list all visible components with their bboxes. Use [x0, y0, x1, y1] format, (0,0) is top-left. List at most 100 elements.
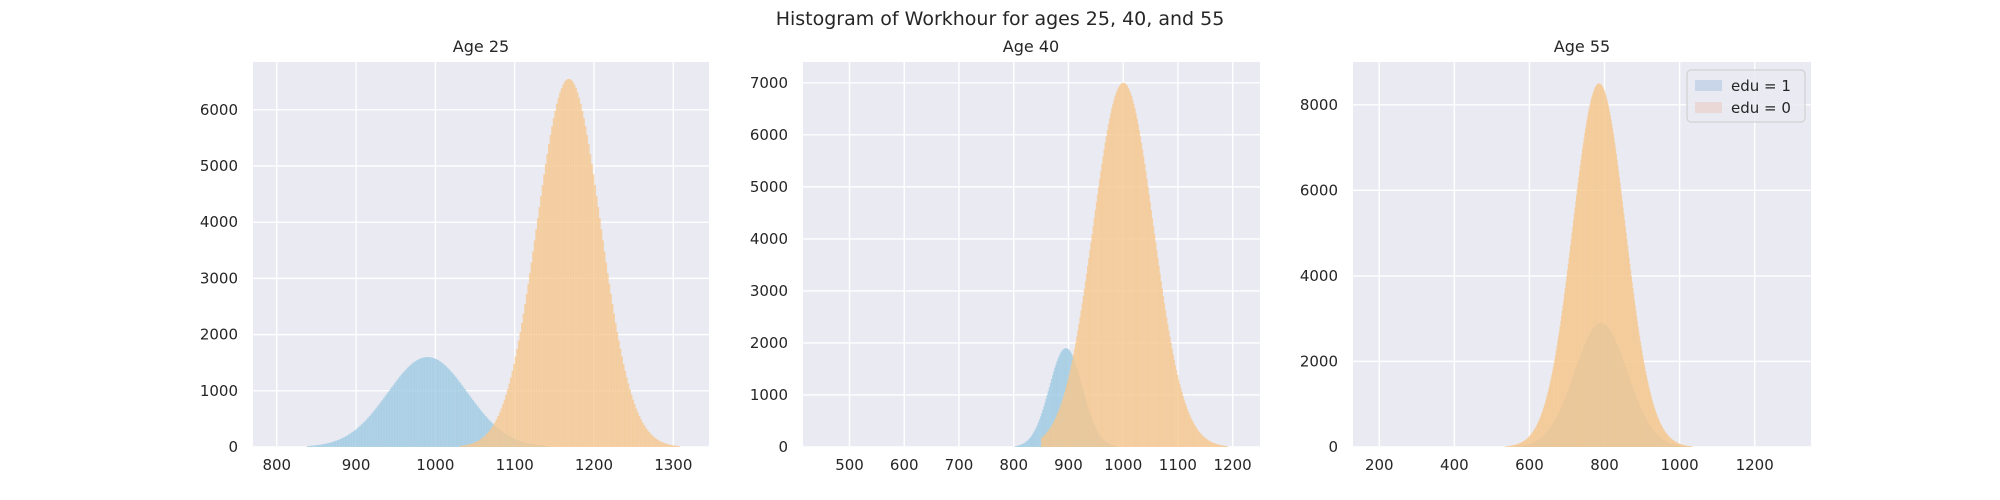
histogram-bar: [1019, 445, 1021, 447]
histogram-bar: [368, 416, 371, 447]
histogram-bar: [1606, 100, 1608, 447]
histogram-bar: [356, 428, 359, 447]
histogram-bar: [1564, 287, 1566, 447]
histogram-bar: [571, 81, 574, 447]
histogram-bar: [1174, 365, 1177, 447]
histogram-bar: [1091, 234, 1093, 447]
histogram-bar: [1044, 402, 1046, 447]
panel-plot-area: 800 900 1000 1100 1200 1300 0 1000 2000 3000 4000 5…: [200, 62, 709, 474]
histogram-bar: [343, 437, 346, 447]
histogram-bar: [1559, 326, 1561, 447]
histogram-bar: [1023, 443, 1026, 447]
x-tick-label: 1000: [416, 456, 454, 474]
x-tick-label: 600: [890, 456, 919, 474]
histogram-bar: [1067, 379, 1069, 447]
x-tick-label: 400: [1440, 456, 1469, 474]
histogram-bar: [1548, 385, 1551, 447]
histogram-bar: [555, 103, 558, 448]
histogram-bar: [1630, 276, 1632, 447]
histogram-bar: [1172, 354, 1174, 447]
histogram-bar: [1163, 303, 1166, 447]
histogram-bar: [1171, 348, 1173, 447]
histogram-bar: [511, 370, 514, 447]
histogram-bar: [1589, 104, 1591, 448]
histogram-bar: [1116, 90, 1119, 447]
histogram-bar: [1669, 437, 1671, 447]
histogram-bar: [1643, 363, 1645, 447]
histogram-bar: [513, 363, 516, 447]
histogram-bar: [544, 163, 547, 447]
histogram-bar: [630, 394, 633, 447]
histogram-bar: [1146, 178, 1148, 447]
histogram-bar: [1599, 83, 1601, 448]
y-tick-label: 0: [1328, 438, 1338, 456]
histogram-bar: [1530, 433, 1533, 447]
histogram-bar: [1113, 99, 1115, 447]
y-tick-label: 1000: [750, 386, 788, 404]
histogram-bar: [344, 436, 347, 447]
histogram-bar: [617, 340, 620, 447]
histogram-bar: [1224, 445, 1227, 447]
histogram-bar: [1050, 379, 1053, 447]
histogram-bar: [587, 144, 590, 448]
histogram-bar: [457, 380, 460, 447]
histogram-bar: [1631, 282, 1633, 447]
histogram-bar: [1182, 395, 1184, 447]
histogram-bar: [1522, 441, 1524, 447]
histogram-bar: [1045, 433, 1047, 447]
series-edu-0: [1505, 83, 1693, 448]
histogram-bar: [540, 195, 543, 447]
histogram-bar: [338, 439, 341, 447]
histogram-bar: [500, 408, 503, 447]
histogram-bar: [562, 84, 565, 447]
histogram-bar: [1527, 437, 1529, 447]
histogram-bar: [1677, 442, 1679, 447]
histogram-bar: [1676, 442, 1678, 447]
histogram-bar: [1206, 439, 1208, 447]
histogram-bar: [1651, 397, 1653, 447]
histogram-bar: [360, 424, 363, 447]
histogram-bar: [340, 438, 343, 447]
histogram-bar: [1184, 402, 1186, 447]
histogram-bar: [325, 443, 328, 447]
histogram-bar: [322, 444, 325, 447]
histogram-bar: [505, 394, 508, 447]
histogram-bar: [1562, 305, 1564, 447]
histogram-bar: [1634, 305, 1636, 447]
histogram-bar: [1569, 251, 1571, 447]
histogram-bar: [1556, 345, 1558, 447]
histogram-bar: [1567, 263, 1569, 447]
histogram-bar: [1209, 441, 1212, 447]
histogram-bar: [1551, 371, 1554, 447]
histogram-bar: [329, 442, 332, 447]
histogram-bar: [463, 445, 466, 447]
histogram-bar: [1528, 436, 1530, 447]
histogram-bar: [1688, 445, 1690, 447]
histogram-bar: [1541, 412, 1543, 447]
histogram-bar: [1609, 111, 1611, 448]
histogram-bar: [1117, 87, 1120, 447]
histogram-bar: [1156, 250, 1158, 447]
histogram-bar: [1101, 163, 1103, 447]
histogram-bar: [410, 364, 413, 447]
histogram-bar: [1602, 87, 1604, 448]
series-edu-0: [1041, 82, 1228, 448]
histogram-bar: [1601, 85, 1603, 448]
histogram-bar: [1566, 276, 1568, 447]
histogram-bar: [1563, 299, 1565, 447]
histogram-bar: [1553, 363, 1555, 447]
histogram-bar: [308, 445, 311, 447]
histogram-bar: [1636, 315, 1638, 447]
histogram-bar: [478, 440, 481, 447]
histogram-bar: [1157, 258, 1159, 447]
histogram-bar: [422, 357, 425, 447]
histogram-bar: [574, 88, 577, 448]
histogram-bar: [654, 438, 657, 447]
histogram-bar: [647, 431, 650, 447]
histogram-bar: [1173, 359, 1176, 447]
histogram-bar: [1158, 265, 1160, 447]
histogram-bar: [1506, 446, 1508, 447]
histogram-bar: [1119, 84, 1122, 447]
histogram-bar: [1584, 133, 1586, 447]
histogram-bar: [1509, 445, 1512, 447]
